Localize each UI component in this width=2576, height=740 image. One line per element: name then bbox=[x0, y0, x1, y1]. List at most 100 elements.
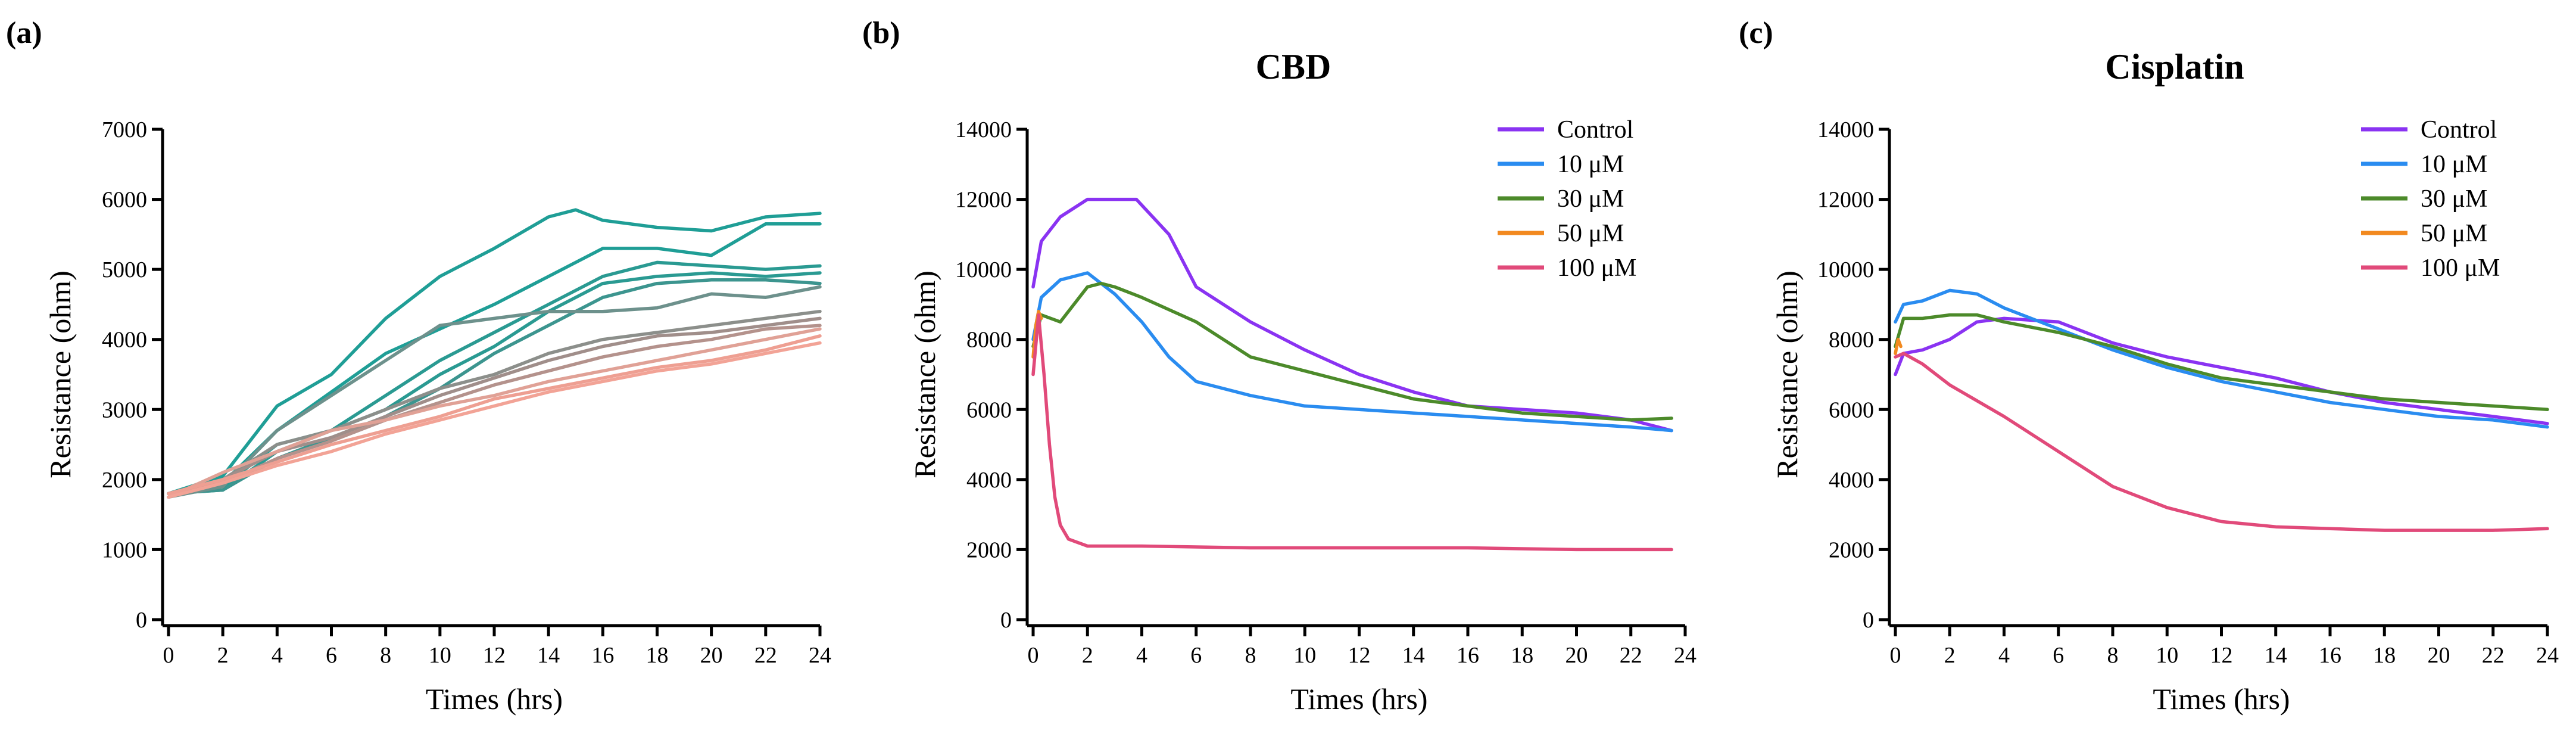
panel-a-y-tick-label: 3000 bbox=[102, 397, 147, 422]
panel-c-letter: (c) bbox=[1739, 16, 1773, 50]
panel-a-x-axis-label: Times (hrs) bbox=[426, 682, 563, 716]
panel-c-x-tick-label: 12 bbox=[2210, 643, 2233, 668]
panel-b-x-tick-label: 8 bbox=[1245, 643, 1256, 668]
panel-b-x-tick-label: 12 bbox=[1348, 643, 1371, 668]
panel-b-x-tick-label: 20 bbox=[1565, 643, 1588, 668]
panel-c-series-10-m bbox=[1894, 288, 2549, 429]
panel-a-series-trace-7 bbox=[167, 309, 822, 499]
panel-a-y-tick-label: 4000 bbox=[102, 328, 147, 353]
panel-b-x-tick-label: 4 bbox=[1136, 643, 1147, 668]
panel-b-y-tick-label: 4000 bbox=[966, 468, 1012, 493]
panel-c-y-axis-label: Resistance (ohm) bbox=[1770, 270, 1804, 478]
panel-b-legend-label: 50 μM bbox=[1557, 220, 1624, 247]
panel-b-legend-label: 10 μM bbox=[1557, 151, 1624, 178]
panel-a-y-tick-label: 5000 bbox=[102, 257, 147, 282]
panel-b-chart: (b) CBD 0 2000 4000 6000 8000 10000 12000 14000… bbox=[862, 16, 1696, 716]
panel-c-y-tick-label: 6000 bbox=[1829, 397, 1874, 422]
panel-a-y-tick-label: 0 bbox=[136, 608, 147, 633]
panel-c-y-tick-label: 4000 bbox=[1829, 468, 1874, 493]
panel-c-x-tick-label: 6 bbox=[2053, 643, 2064, 668]
panel-c-y-tick-label: 2000 bbox=[1829, 537, 1874, 562]
panel-c-series-30-m bbox=[1894, 313, 2549, 412]
panel-a-x-tick-label: 10 bbox=[429, 643, 451, 668]
panel-c-x-tick-label: 8 bbox=[2107, 643, 2119, 668]
panel-b-x-tick-label: 10 bbox=[1293, 643, 1316, 668]
panel-a-x-tick-label: 0 bbox=[163, 643, 174, 668]
panel-c-series-control bbox=[1894, 316, 2549, 425]
panel-b-y-axis-label: Resistance (ohm) bbox=[908, 270, 941, 478]
panel-c-x-tick-label: 24 bbox=[2536, 643, 2559, 668]
panel-a-x-tick-label: 24 bbox=[809, 643, 831, 668]
panel-a-series-trace-6 bbox=[167, 285, 822, 499]
panel-a-y-axis-label: Resistance (ohm) bbox=[43, 270, 77, 478]
panel-c-y-tick-label: 12000 bbox=[1817, 188, 1874, 213]
panel-a-x-tick-label: 4 bbox=[272, 643, 283, 668]
panel-c-x-tick-label: 20 bbox=[2428, 643, 2450, 668]
panel-a-series-trace-5 bbox=[167, 278, 822, 496]
panel-b-y-tick-label: 14000 bbox=[955, 117, 1012, 142]
panel-c-x-tick-label: 18 bbox=[2373, 643, 2396, 668]
panel-a-y-tick-label: 7000 bbox=[102, 117, 147, 142]
panel-b-x-tick-label: 0 bbox=[1028, 643, 1039, 668]
panel-c-x-tick-label: 14 bbox=[2265, 643, 2287, 668]
panel-b-x-tick-label: 22 bbox=[1620, 643, 1642, 668]
panel-c-x-tick-label: 2 bbox=[1944, 643, 1956, 668]
panel-c-legend-label: 100 μM bbox=[2421, 254, 2500, 282]
panel-c-y-tick-label: 0 bbox=[1863, 608, 1874, 633]
panel-c-x-tick-label: 16 bbox=[2319, 643, 2341, 668]
panel-a-series-trace-11 bbox=[167, 334, 822, 496]
panel-c-y-tick-label: 10000 bbox=[1817, 257, 1874, 282]
panel-c-series-100-m bbox=[1894, 352, 2549, 532]
panel-a-y-tick-label: 1000 bbox=[102, 537, 147, 562]
panel-b-y-tick-label: 2000 bbox=[966, 537, 1012, 562]
panel-c-chart: (c) Cisplatin 0 2000 4000 6000 8000 10000 1200… bbox=[1739, 16, 2559, 716]
panel-a-x-tick-label: 20 bbox=[700, 643, 723, 668]
panel-b-x-tick-label: 14 bbox=[1402, 643, 1425, 668]
panel-b-series-control bbox=[1031, 197, 1673, 433]
panel-b-x-axis-label: Times (hrs) bbox=[1290, 682, 1427, 716]
panel-b-y-tick-label: 0 bbox=[1000, 608, 1012, 633]
panel-a-x-tick-label: 2 bbox=[217, 643, 229, 668]
panel-b-x-tick-label: 6 bbox=[1190, 643, 1202, 668]
panel-c-legend-label: 50 μM bbox=[2421, 220, 2487, 247]
panel-a-x-tick-label: 18 bbox=[646, 643, 669, 668]
panel-b-y-tick-label: 6000 bbox=[966, 397, 1012, 422]
panel-c-legend-label: 30 μM bbox=[2421, 185, 2487, 213]
panel-b-x-tick-label: 18 bbox=[1511, 643, 1533, 668]
panel-b-title: CBD bbox=[1256, 47, 1331, 86]
panel-a-series-trace-9 bbox=[167, 324, 822, 499]
panel-c-x-tick-label: 10 bbox=[2156, 643, 2178, 668]
panel-c-x-tick-label: 22 bbox=[2482, 643, 2505, 668]
panel-c-x-tick-label: 0 bbox=[1890, 643, 1901, 668]
panel-a-series-trace-1 bbox=[167, 208, 822, 496]
panel-b-series-30-m bbox=[1031, 281, 1673, 422]
panel-a-x-tick-label: 14 bbox=[537, 643, 560, 668]
panel-b-x-tick-label: 24 bbox=[1674, 643, 1696, 668]
panel-c-legend-label: Control bbox=[2421, 116, 2497, 144]
panel-b-legend-label: Control bbox=[1557, 116, 1633, 144]
panel-a-letter: (a) bbox=[6, 16, 42, 50]
panel-a-x-tick-label: 6 bbox=[326, 643, 337, 668]
panel-a-x-tick-label: 16 bbox=[591, 643, 614, 668]
panel-b-legend-label: 30 μM bbox=[1557, 185, 1624, 213]
panel-b-legend-label: 100 μM bbox=[1557, 254, 1636, 282]
panel-a-x-tick-label: 8 bbox=[380, 643, 391, 668]
panel-c-legend-label: 10 μM bbox=[2421, 151, 2487, 178]
panel-c-series-50-m bbox=[1894, 337, 1903, 355]
panel-b-series-100-m bbox=[1031, 313, 1673, 552]
panel-a-series-trace-12 bbox=[167, 341, 822, 499]
panel-c-x-tick-label: 4 bbox=[1998, 643, 2010, 668]
panel-a-x-tick-label: 22 bbox=[754, 643, 777, 668]
panel-b-series-10-m bbox=[1031, 271, 1673, 433]
panel-b-y-tick-label: 12000 bbox=[955, 188, 1012, 213]
panel-b-y-tick-label: 10000 bbox=[955, 257, 1012, 282]
panel-b-letter: (b) bbox=[862, 16, 900, 50]
panel-a-y-tick-label: 6000 bbox=[102, 188, 147, 213]
panel-c-title: Cisplatin bbox=[2105, 47, 2244, 86]
panel-c-y-tick-label: 14000 bbox=[1817, 117, 1874, 142]
panel-a-x-tick-label: 12 bbox=[483, 643, 506, 668]
panel-b-x-tick-label: 2 bbox=[1082, 643, 1093, 668]
panel-a-y-tick-label: 2000 bbox=[102, 468, 147, 493]
